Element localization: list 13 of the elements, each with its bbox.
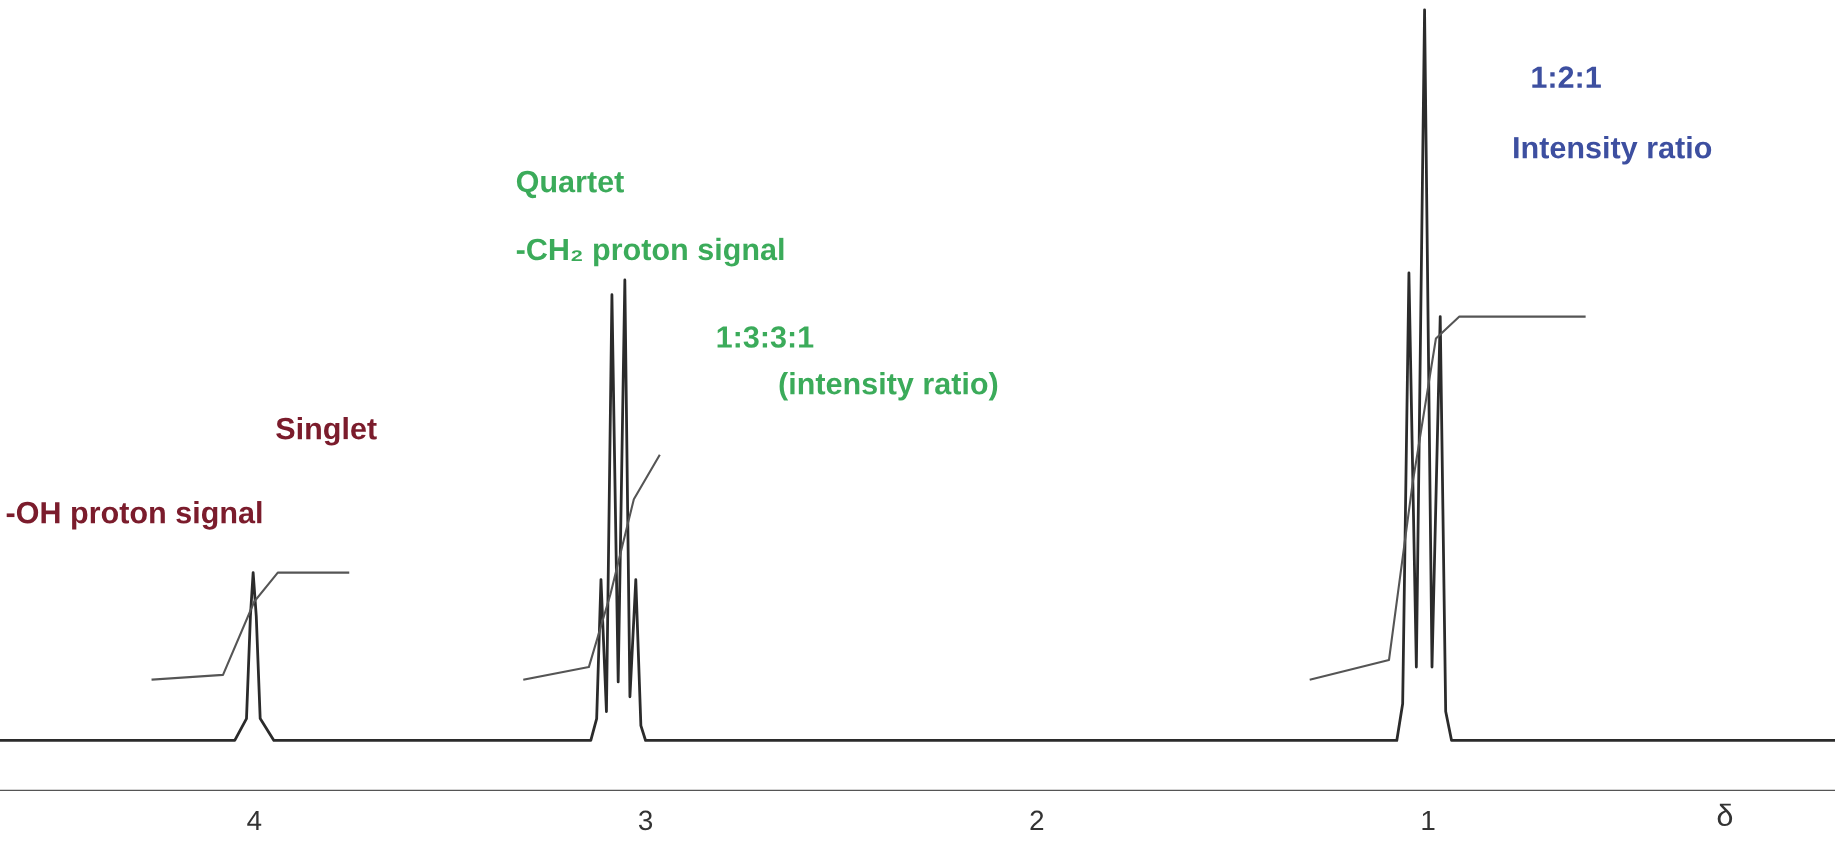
x-axis-title: δ	[1717, 803, 1733, 827]
annotation: -CH₂ proton signal	[516, 237, 784, 267]
annotation: Quartet	[516, 170, 624, 199]
annotation: 1:3:3:1	[717, 326, 814, 348]
annotation: Intensity ratio	[1514, 136, 1712, 165]
annotation: 1:2:1	[1532, 66, 1601, 88]
x-tick-label: 1	[1422, 810, 1435, 830]
x-tick-label: 4	[247, 810, 262, 830]
x-tick-label: 2	[1030, 810, 1044, 830]
annotation: (intensity ratio)	[779, 372, 998, 401]
annotation: -OH proton signal	[6, 501, 262, 530]
x-tick-label: 3	[638, 810, 653, 831]
annotation: Singlet	[276, 416, 377, 446]
